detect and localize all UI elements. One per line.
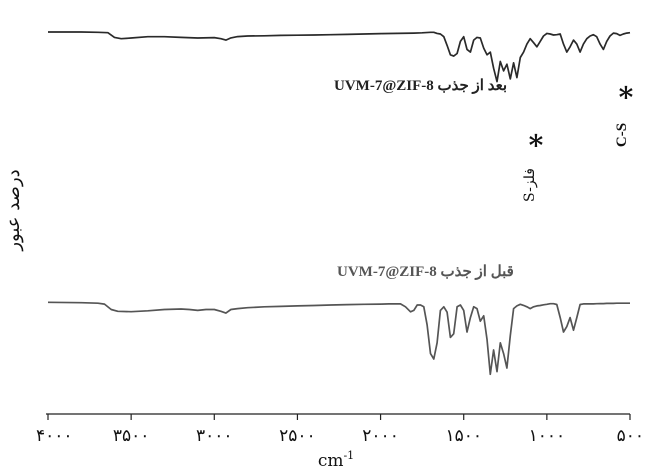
x-axis-ticks: ۴۰۰۰ ۳۵۰۰ ۳۰۰۰ ۲۵۰۰ ۲۰۰۰ ۱۵۰۰ ۱۰۰۰ ۵۰۰ <box>36 414 644 446</box>
series-line-before-adsorption <box>47 301 630 376</box>
series-label-before-adsorption: UVM-7@ZIF-8 قبل از جذب <box>337 264 514 280</box>
x-axis-unit: cm <box>318 451 344 471</box>
x-axis-unit-exponent: -1 <box>343 449 354 462</box>
x-tick-label: ۲۵۰۰ <box>279 426 316 446</box>
y-axis-label: درصد عبور <box>3 169 24 251</box>
x-tick-label: ۳۰۰۰ <box>196 426 233 446</box>
band-label-metal-s: S-فلز <box>522 168 538 202</box>
band-marker-star-metal-s: * <box>529 129 544 162</box>
band-label-c-s: C-S <box>614 123 630 147</box>
x-axis-label: cm-1 <box>318 449 354 471</box>
series-line-after-adsorption <box>48 31 631 83</box>
x-tick-label: ۱۵۰۰ <box>445 426 482 446</box>
band-marker-star-c-s: * <box>619 81 634 114</box>
x-tick-label: ۳۵۰۰ <box>113 426 150 446</box>
series-lines <box>47 31 631 376</box>
series-label-after-adsorption: UVM-7@ZIF-8 بعد از جذب <box>334 78 507 94</box>
x-tick-label: ۴۰۰۰ <box>36 426 73 446</box>
x-tick-label: ۲۰۰۰ <box>362 426 399 446</box>
x-tick-label: ۵۰۰ <box>617 426 644 446</box>
x-tick-label: ۱۰۰۰ <box>529 426 566 446</box>
